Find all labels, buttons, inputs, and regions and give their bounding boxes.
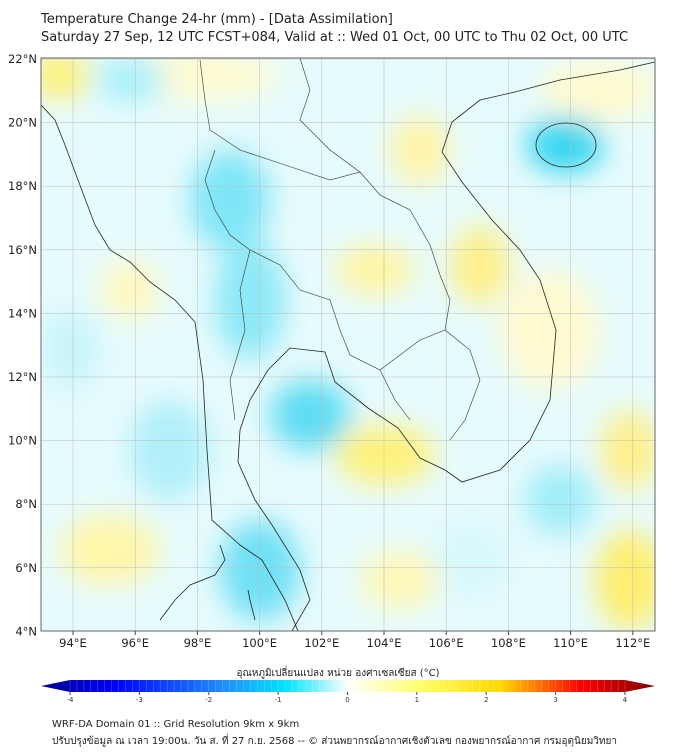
colorbar-tick-label: 4 (623, 696, 628, 704)
lat-tick-label: 16°N (8, 243, 37, 257)
coastlines (41, 61, 655, 631)
colorbar-tick-label: 2 (484, 696, 488, 704)
lat-tick-label: 12°N (8, 370, 37, 384)
colorbar-label: อุณหภูมิเปลี่ยนแปลง หน่วย องศาเซลเซียส (… (236, 668, 440, 679)
lat-tick-label: 8°N (15, 497, 37, 511)
lon-tick-label: 100°E (242, 636, 277, 650)
lon-tick-label: 104°E (367, 636, 402, 650)
footer-line-2: ปรับปรุงข้อมูล ณ เวลา 19:00น. วัน ส. ที่… (52, 736, 617, 747)
lon-tick-label: 98°E (184, 636, 212, 650)
latitude-labels: 22°N 20°N 18°N 16°N 14°N 12°N 10°N 8°N 6°N 4°N (8, 52, 37, 638)
lon-tick-label: 106°E (429, 636, 464, 650)
lat-tick-label: 18°N (8, 179, 37, 193)
colorbar-tick-label: 1 (415, 696, 419, 704)
map-frame (40, 57, 656, 632)
borders (199, 58, 481, 441)
longitude-labels: 94°E 96°E 98°E 100°E 102°E 104°E 106°E 108°E 110… (59, 631, 650, 650)
colorbar-tick-label: -4 (67, 696, 75, 704)
colorbar-tick-label: 3 (553, 696, 557, 704)
lat-tick-label: 14°N (8, 306, 37, 320)
colorbar-tick-label: -1 (275, 696, 282, 704)
colorbar-tick-label: -3 (136, 696, 143, 704)
lat-tick-label: 6°N (15, 561, 37, 575)
lat-tick-label: 10°N (8, 434, 37, 448)
colorbar-tick-label: 0 (345, 696, 349, 704)
lon-tick-label: 102°E (304, 636, 339, 650)
lon-tick-label: 94°E (59, 636, 87, 650)
chart-subtitle: Saturday 27 Sep, 12 UTC FCST+084, Valid … (41, 30, 629, 45)
lon-tick-label: 110°E (553, 636, 588, 650)
lon-tick-label: 96°E (121, 636, 149, 650)
lon-tick-label: 112°E (615, 636, 650, 650)
lat-tick-label: 20°N (8, 116, 37, 130)
temperature-field (41, 58, 655, 631)
chart-title: Temperature Change 24-hr (mm) - [Data As… (41, 12, 393, 27)
footer-line-1: WRF-DA Domain 01 :: Grid Resolution 9km … (52, 719, 300, 730)
lat-tick-label: 4°N (15, 624, 37, 638)
lon-tick-label: 108°E (491, 636, 526, 650)
colorbar-gradient (41, 680, 655, 692)
colorbar-tick-label: -2 (205, 696, 212, 704)
colorbar: -4 -3 -2 -1 0 1 2 3 4 (41, 680, 655, 704)
lat-tick-label: 22°N (8, 52, 37, 66)
